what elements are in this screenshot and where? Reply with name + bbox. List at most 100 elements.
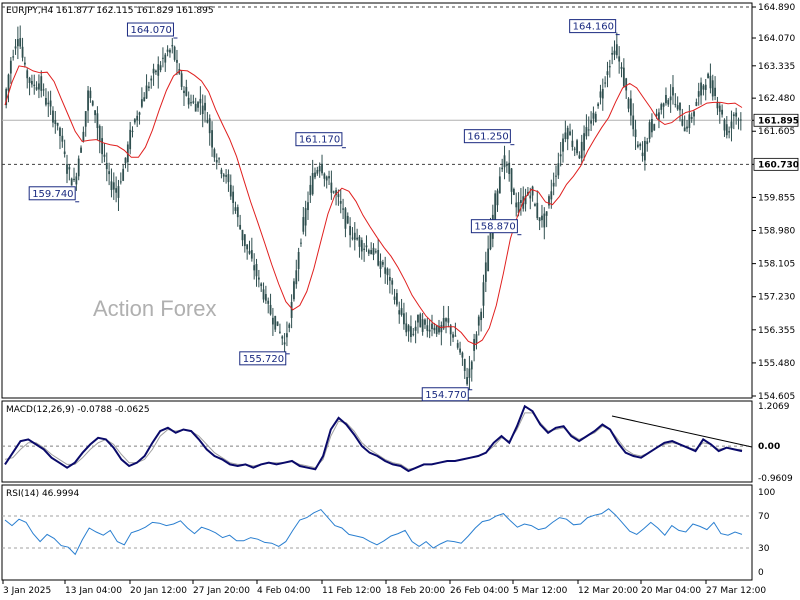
annotation-label: 164.070 [130,25,171,36]
candle-body [225,175,227,177]
rsi-panel [1,484,753,581]
price-axis-label: 154.605 [758,392,795,402]
price-axis-label-box [753,157,799,171]
candle-body [346,215,349,224]
candle-body [119,181,122,183]
candle-body [524,195,527,205]
candle-body [339,201,342,204]
candle-body [501,167,504,170]
candle-body [428,329,431,332]
candle-body [323,173,326,179]
candle-body [140,99,143,107]
candle-body [311,173,314,195]
candle-body [295,270,298,285]
candle-body [587,129,590,131]
annotation-box [470,219,518,234]
candle-body [597,103,600,107]
candle-body [150,78,153,81]
candle-body [606,71,609,75]
candle-body [94,110,96,116]
price-axis-label: 157.230 [758,293,795,303]
candle-body [580,141,583,159]
candle-body [636,144,639,147]
candle-body [496,190,499,206]
candle-body [276,321,279,326]
candle-body [42,89,45,91]
candle-body [96,113,99,129]
candle-body [510,168,513,192]
candle-body [302,217,305,232]
candle-body [12,56,15,58]
candle-body [480,311,483,321]
macd-layer [2,404,753,473]
time-axis-label: 26 Feb 04:00 [450,586,509,596]
candle-body [314,172,316,178]
candle-body [459,348,461,353]
candle-body [155,70,157,73]
candle-body [468,368,471,378]
candle-body [559,154,562,157]
axis-layer: 164.890 164.070 163.335 162.480 161.895161.6… [2,3,799,596]
candle-body [604,82,607,84]
candle-body [379,261,382,269]
candle-body [562,138,564,152]
candle-body [737,119,740,121]
candle-body [91,101,94,106]
candle-body [365,245,368,248]
candle-body [47,102,50,105]
candle-body [332,191,335,193]
candle-body [211,130,213,148]
candle-body [447,318,450,323]
candle-body [618,56,621,62]
candle-body [84,111,87,127]
annotation-label: 158.870 [474,222,515,233]
candle-body [627,98,630,109]
time-axis-label: 27 Jan 20:00 [193,586,250,596]
candle-body [709,75,712,89]
price-axis-label: 159.855 [758,193,795,203]
candle-body [229,184,232,197]
price-axis-label-box [753,113,799,127]
annotation-label: 161.170 [299,135,340,146]
candle-body [63,151,66,155]
candle-body [66,164,68,174]
candle-body [300,242,302,244]
candle-body [344,208,347,229]
price-axis-label: 164.890 [758,3,795,13]
candle-body [676,105,679,110]
candle-body [133,119,136,123]
candle-body [571,140,574,148]
rsi-axis-label: 100 [758,488,775,498]
price-axis-label: 164.070 [758,34,795,44]
candle-body [583,133,585,151]
candle-body [454,335,457,337]
price-header: EURJPY,H4 161.877 162.115 161.829 161.89… [6,6,214,16]
candle-body [517,202,520,213]
candle-body [124,157,127,164]
candle-body [23,62,26,65]
candle-body [5,89,8,106]
candle-body [557,163,560,176]
candle-body [147,86,150,89]
annotation-box [126,22,174,37]
candle-body [620,66,623,69]
candle-body [688,114,691,129]
rsi-axis-label: 0 [758,568,764,578]
candle-body [239,224,242,230]
candle-body [477,316,480,326]
candle-body [374,251,377,253]
candle-body [269,304,272,315]
candle-body [288,324,291,328]
candle-body [122,168,125,181]
candle-body [613,50,616,55]
candle-body [349,225,352,236]
price-axis-label: 162.480 [758,94,795,104]
candle-body [145,85,148,99]
candle-body [335,190,337,195]
macd-axis-label: 0.00 [758,442,780,452]
candle-body [723,119,726,131]
candle-body [110,181,113,191]
candle-body [241,229,244,241]
candle-body [388,277,391,281]
candle-body [255,263,258,277]
